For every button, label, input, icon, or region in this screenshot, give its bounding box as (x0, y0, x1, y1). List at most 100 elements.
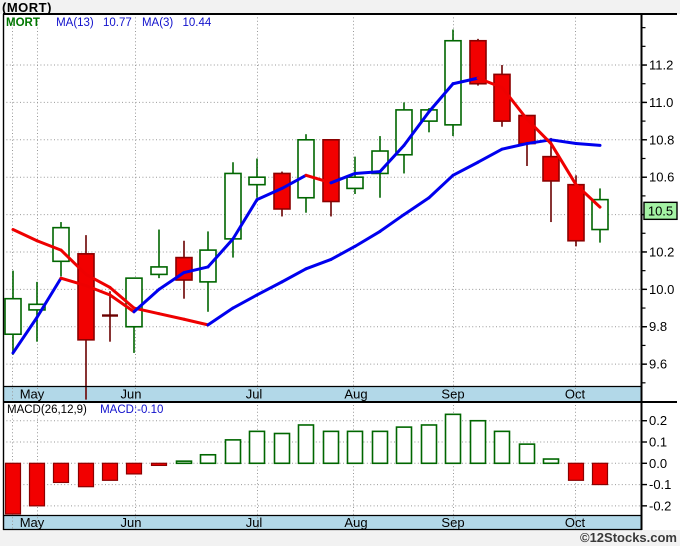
ma3-line-segment (182, 265, 210, 275)
candle-up (224, 162, 242, 258)
ma3-line-segment (108, 293, 136, 314)
macd-bar-positive (493, 430, 511, 465)
candle-down (542, 137, 560, 223)
ma13-line-segment (108, 285, 136, 310)
candle-up (395, 102, 413, 174)
ma3-line-segment (304, 173, 333, 185)
month-label: Jun (121, 387, 142, 402)
ma3-line-segment (353, 170, 382, 175)
candle-doji (102, 291, 118, 342)
price-tick-label: 10.6 (649, 170, 674, 185)
candle-body (493, 73, 511, 122)
ma13-line-segment (574, 142, 602, 147)
month-band-lower (3, 515, 642, 530)
candle-up (150, 229, 168, 279)
ma13-line (11, 138, 602, 327)
ma3-line-segment (231, 198, 259, 241)
watermark-brand: ©12Stocks.com (579, 530, 677, 545)
month-labels: May May Jun Jun Jul Jul Aug Aug Sep Sep Oct Oct (20, 387, 586, 531)
ma3-value: 10.44 (182, 17, 212, 29)
macd-params-label: MACD(26,12,9) (7, 404, 87, 416)
ma3-line-segment (280, 173, 308, 190)
macd-bar-positive (395, 426, 413, 465)
ma3-line-segment (451, 76, 480, 86)
month-label: Aug (344, 387, 367, 402)
ma13-line-segment (157, 312, 186, 321)
macd-bar-positive (248, 430, 266, 465)
ma13-value: 10.77 (102, 17, 132, 29)
ma3-line-segment (59, 276, 88, 288)
ma13-line-segment (255, 280, 284, 297)
price-tick-label: 11.0 (649, 95, 673, 110)
candle-down (322, 139, 340, 217)
ma13-line-segment (353, 229, 382, 248)
month-label: Oct (565, 515, 586, 530)
month-label: Sep (441, 515, 464, 530)
macd-bar-positive (371, 430, 389, 465)
ma13-label: MA(13) (56, 17, 94, 29)
candle-body (346, 176, 364, 190)
ma3-line (11, 76, 602, 355)
candle-body (591, 198, 609, 231)
month-label: May (20, 515, 45, 530)
macd-bar-positive (346, 430, 364, 465)
candle-body (469, 39, 487, 85)
month-label: Sep (441, 387, 464, 402)
candle-body (77, 253, 95, 341)
candle-body (322, 139, 340, 203)
macd-bar-negative (125, 462, 143, 475)
macd-bar-positive (322, 430, 340, 465)
macd-tick-label: 0.0 (649, 456, 667, 471)
ma3-line-segment (549, 142, 578, 187)
candle-up (591, 188, 609, 243)
candle-body (567, 183, 585, 242)
ma13-line-segment (231, 293, 259, 310)
macd-bar-negative (567, 462, 585, 481)
price-tick-label: 9.6 (649, 357, 667, 372)
price-tick-label: 10.8 (649, 132, 674, 147)
ma3-line-segment (574, 183, 602, 209)
ma13-line-segment (378, 213, 406, 233)
last-price-label: 10.5 (648, 203, 673, 218)
candle-body (248, 176, 266, 186)
ma13-line-segment (402, 196, 431, 217)
candle-up (248, 158, 266, 198)
candle-body (150, 266, 168, 276)
ma3-line-segment (402, 110, 431, 147)
ma3-line-segment (206, 237, 235, 269)
ma3-line-segment (378, 143, 406, 174)
macd-bar-negative (101, 462, 119, 481)
candle-down (273, 171, 291, 217)
ma13-line-segment (427, 173, 455, 200)
macd-bar-positive (542, 458, 560, 465)
page-title: (MORT) (2, 0, 52, 15)
ma13-line-segment (182, 317, 210, 327)
ma3-line-segment (427, 82, 455, 114)
macd-legend: MACD(26,12,9) MACD:-0.10 (7, 404, 163, 416)
ma13-line-segment (206, 306, 235, 327)
candle-body (4, 297, 22, 336)
macd-bar-negative (591, 462, 609, 486)
ma13-line-segment (35, 239, 63, 252)
macd-bar-positive (518, 443, 536, 465)
price-legend: MORT MA(13) 10.77 MA(3) 10.44 (6, 17, 218, 29)
ma13-line-segment (451, 160, 480, 177)
ma3-line-segment (329, 171, 357, 185)
macd-bar-positive (469, 419, 487, 465)
month-label: Jul (246, 387, 263, 402)
panel-borders (2, 13, 677, 531)
candle-up (297, 134, 315, 213)
candle-body (542, 155, 560, 182)
macd-bar-positive (273, 432, 291, 465)
macd-bar-negative (77, 462, 95, 488)
month-label: Aug (344, 515, 367, 530)
macd-bar-negative (150, 462, 168, 467)
price-tick-label: 10.2 (649, 244, 674, 259)
ma3-line-segment (525, 117, 553, 146)
ma13-line-segment (59, 248, 88, 276)
ma13-line-segment (549, 138, 578, 146)
ma13-line-segment (304, 257, 333, 271)
macd-bar-positive (420, 424, 438, 465)
